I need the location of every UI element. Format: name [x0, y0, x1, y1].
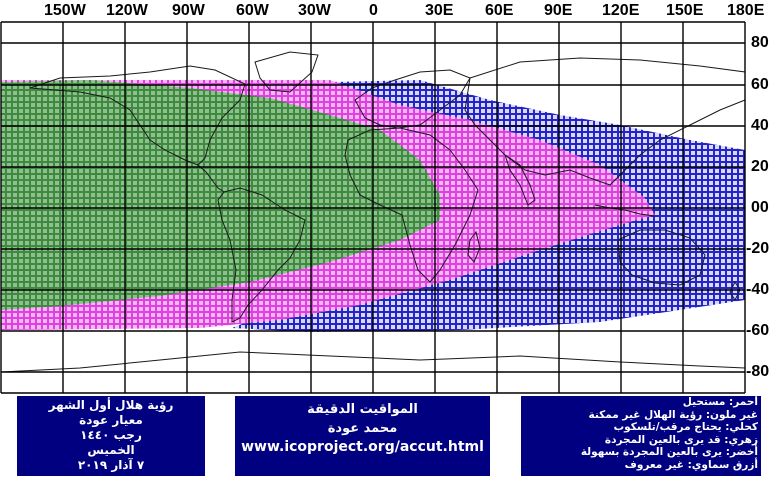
title-line: رؤية هلال أول الشهر — [48, 398, 174, 412]
zone-green — [1, 80, 440, 310]
lon-label-90w: 90W — [172, 2, 205, 19]
lon-label-150w: 150W — [44, 2, 86, 19]
legend-item-navy: كحلي: يحتاج مرقب/تلسكوب — [613, 421, 758, 434]
month-line: رجب ١٤٤٠ — [80, 428, 142, 442]
legend-item-green: أخضر: يرى بالعين المجردة بسهولة — [580, 446, 758, 459]
graticule — [0, 21, 746, 394]
source-url-link[interactable]: www.icoproject.org/accut.html — [241, 439, 484, 455]
criterion-line: معيار عودة — [79, 413, 143, 427]
lon-label-30w: 30W — [298, 2, 331, 19]
lon-label-150e: 150E — [666, 2, 704, 19]
lon-label-120w: 120W — [106, 2, 148, 19]
title-box: رؤية هلال أول الشهر معيار عودة رجب ١٤٤٠ … — [17, 396, 205, 476]
lat-label-60: 60 — [751, 76, 769, 93]
lat-label-40: 40 — [751, 117, 769, 134]
legend-box: أحمر: مستحيل غير ملون: رؤية الهلال غير م… — [521, 396, 761, 476]
lat-label-minus-20: -20 — [746, 240, 770, 257]
lat-label-minus-60: -60 — [746, 322, 770, 339]
lat-label-00: 00 — [751, 199, 769, 216]
lat-label-minus-80: -80 — [746, 363, 770, 380]
lon-label-60e: 60E — [485, 2, 514, 19]
legend-item-red: أحمر: مستحيل — [682, 396, 758, 408]
legend-item-pink: زهري: قد يرى بالعين المجردة — [604, 433, 758, 446]
lon-label-90e: 90E — [544, 2, 573, 19]
author-name: محمد عودة — [327, 421, 398, 436]
legend-item-sky-blue: أزرق سماوي: غير معروف — [624, 458, 758, 471]
lon-label-60w: 60W — [236, 2, 269, 19]
lat-label-20: 20 — [751, 158, 769, 175]
lon-label-180e: 180E — [727, 2, 765, 19]
source-box: المواقيت الدقيقة محمد عودة www.icoprojec… — [235, 396, 490, 476]
lat-label-80: 80 — [751, 34, 769, 51]
weekday-line: الخميس — [87, 443, 135, 457]
source-title: المواقيت الدقيقة — [307, 402, 418, 417]
lon-label-30e: 30E — [425, 2, 454, 19]
date-line: ٧ آذار ٢٠١٩ — [77, 458, 145, 472]
lon-label-0: 0 — [369, 2, 378, 19]
lon-label-120e: 120E — [602, 2, 640, 19]
legend-item-uncolored: غير ملون: رؤية الهلال غير ممكنة — [588, 408, 758, 421]
lat-label-minus-40: -40 — [746, 281, 770, 298]
